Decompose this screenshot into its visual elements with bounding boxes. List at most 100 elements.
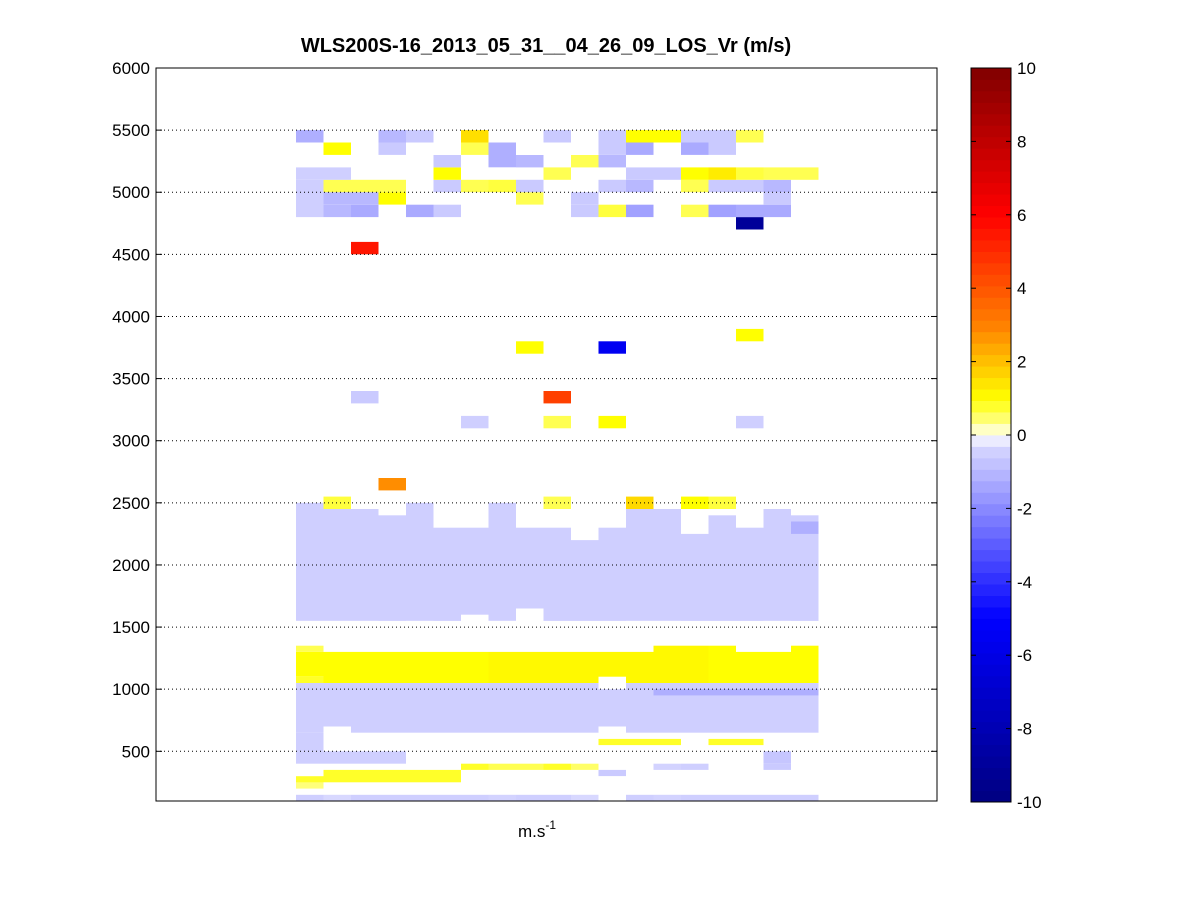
colorbar-swatch	[971, 412, 1011, 424]
y-tick-label: 2000	[112, 556, 150, 575]
heatmap-cell	[378, 683, 406, 733]
colorbar-swatch	[971, 285, 1011, 298]
colorbar-swatch	[971, 205, 1011, 218]
heatmap-cell	[433, 155, 461, 168]
heatmap-cell	[598, 179, 626, 193]
heatmap-cell	[681, 794, 709, 801]
heatmap-cell	[516, 527, 544, 609]
colorbar-swatch	[971, 366, 1011, 379]
colorbar-tick-label: 8	[1017, 132, 1026, 151]
heatmap-cell	[763, 751, 791, 764]
colorbar-swatch	[971, 584, 1011, 596]
colorbar-swatch	[971, 320, 1011, 333]
heatmap-cell	[406, 130, 434, 143]
heatmap-cell	[736, 689, 764, 696]
heatmap-cell	[791, 794, 819, 801]
heatmap-cell	[461, 683, 489, 733]
heatmap-cell	[598, 155, 626, 168]
heatmap-cell	[598, 415, 626, 429]
heatmap-cell	[543, 167, 571, 180]
colorbar-swatch	[971, 710, 1011, 723]
colorbar-swatch	[971, 664, 1011, 677]
colorbar-swatch	[971, 102, 1011, 115]
heatmap-cell	[708, 130, 736, 143]
heatmap-cell	[626, 179, 654, 193]
heatmap-cell	[378, 515, 406, 621]
heatmap-cell	[351, 204, 379, 218]
heatmap-cell	[763, 794, 791, 801]
heatmap-cell	[681, 645, 709, 683]
heatmap-cell	[598, 769, 626, 777]
heatmap-cell	[626, 167, 654, 180]
colorbar-swatch	[971, 549, 1011, 562]
colorbar-tick-label: -10	[1017, 793, 1042, 812]
colorbar-swatch	[971, 389, 1011, 401]
y-tick-label: 6000	[112, 59, 150, 78]
heatmap-cell	[736, 328, 764, 342]
heatmap-cell	[433, 683, 461, 733]
heatmap-cell	[406, 204, 434, 218]
colorbar-swatch	[971, 629, 1011, 642]
x-axis-label: m.s-1	[518, 818, 556, 841]
heatmap-cell	[763, 689, 791, 696]
heatmap-cell	[708, 645, 736, 683]
y-axis: 500 1000 1500 2000 2500 3000 3500 4000 4500 5000 5…	[112, 59, 937, 761]
heatmap-cell	[296, 683, 324, 733]
heatmap-cell	[351, 179, 379, 193]
colorbar-swatch	[971, 480, 1011, 493]
heatmap-cell	[406, 794, 434, 801]
heatmap-cell	[681, 689, 709, 696]
colorbar-swatch	[971, 423, 1011, 436]
colorbar-swatch	[971, 561, 1011, 574]
colorbar-swatch	[971, 113, 1011, 126]
heatmap-cell	[626, 683, 654, 733]
chart-title: WLS200S-16_2013_05_31__04_26_09_LOS_Vr (…	[301, 35, 791, 57]
colorbar-swatch	[971, 343, 1011, 356]
y-tick-label: 500	[122, 742, 150, 761]
colorbar-swatch	[971, 136, 1011, 149]
heatmap-cell	[296, 676, 324, 683]
heatmap-cell	[736, 217, 764, 230]
heatmap-cell	[736, 527, 764, 621]
heatmap-cell	[488, 763, 516, 770]
heatmap-cell	[543, 496, 571, 509]
heatmap-cell	[543, 763, 571, 770]
heatmap-cell	[488, 651, 516, 683]
colorbar-tick-label: 2	[1017, 353, 1026, 372]
heatmap-cell	[708, 738, 736, 746]
heatmap-cell	[351, 751, 379, 764]
heatmap-cell	[351, 241, 379, 255]
colorbar-swatch	[971, 767, 1011, 780]
y-tick-label: 2500	[112, 494, 150, 513]
colorbar-tick-label: -2	[1017, 499, 1032, 518]
y-tick-label: 3000	[112, 432, 150, 451]
heatmap-cell	[433, 204, 461, 218]
heatmap-cell	[571, 651, 599, 683]
colorbar: -10 -8 -6 -4 -2 0 2 4 6 8 10	[970, 59, 1042, 812]
x-axis-label-base: m.s	[518, 822, 545, 841]
heatmap-cell	[791, 689, 819, 696]
colorbar-swatch	[971, 251, 1011, 264]
y-tick-label: 5000	[112, 183, 150, 202]
heatmap-cell	[516, 763, 544, 770]
heatmap-cell	[626, 130, 654, 143]
colorbar-swatch	[971, 790, 1011, 803]
heatmap-cell	[708, 167, 736, 180]
heatmap-cell	[598, 130, 626, 143]
heatmap-cell	[433, 167, 461, 180]
colorbar-tick-label: 0	[1017, 426, 1026, 445]
heatmap-cell	[736, 204, 764, 218]
heatmap-cell	[736, 130, 764, 143]
heatmap-cell	[323, 683, 351, 727]
colorbar-swatch	[971, 68, 1011, 80]
heatmap-cell	[323, 167, 351, 180]
heatmap-cell	[681, 142, 709, 155]
heatmap-cell	[296, 130, 324, 143]
heatmap-cell	[626, 204, 654, 218]
heatmap-cell	[433, 794, 461, 801]
heatmap-cell	[681, 763, 709, 770]
colorbar-swatch	[971, 595, 1011, 608]
heatmap-cell	[378, 794, 406, 801]
colorbar-swatch	[971, 377, 1011, 390]
